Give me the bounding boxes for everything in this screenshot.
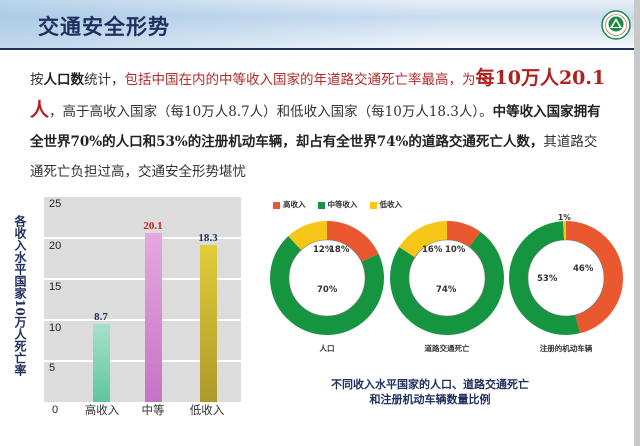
summary-paragraph: 按人口数统计，包括中国在内的中等收入国家的年道路交通死亡率最高，为每10万人20…: [30, 63, 610, 187]
x-category: 低收入: [189, 403, 225, 417]
text: 统计，: [84, 72, 125, 88]
donut-legend: 高收入 中等收入 低收入: [273, 199, 402, 210]
donut-road-deaths: [390, 221, 504, 335]
donut-title: 人口: [319, 344, 335, 353]
donut-pct-high: 46%: [573, 264, 594, 274]
y-tick: 5: [49, 362, 56, 374]
legend-swatch: [317, 201, 325, 209]
donut-caption: 不同收入水平国家的人口、道路交通死亡 和注册机动车辆数量比例: [300, 377, 560, 407]
bar-high-income: [93, 324, 110, 402]
legend-item-low: 低收入: [369, 199, 403, 210]
donut-population: [270, 221, 384, 335]
y-tick: 10: [49, 322, 62, 334]
gridline: [44, 237, 241, 239]
bar-value-label: 8.7: [94, 311, 108, 323]
donut-title: 道路交通死亡: [424, 344, 470, 353]
legend-item-high: 高收入: [273, 199, 306, 210]
legend-label: 高收入: [283, 200, 306, 209]
y-tick: 25: [49, 198, 62, 210]
gridline: [44, 360, 241, 362]
x-category: 中等: [141, 403, 165, 417]
donut-title: 注册的机动车辆: [539, 344, 593, 353]
legend-swatch: [273, 201, 280, 209]
donut-pct-low: 1%: [558, 213, 571, 222]
donut-pct-high: 18%: [329, 245, 350, 255]
donut-pct-mid: 74%: [436, 285, 457, 295]
donut-pct-low: 12%: [313, 245, 334, 255]
gridline: [44, 319, 241, 321]
bar-value-label: 20.1: [143, 220, 163, 232]
text: ，高于高收入国家（每10万人8.7人）和低收入国家（每10万人18.3人）。: [49, 104, 493, 120]
text: 其道路交通死亡负担过高，交通安全形势堪忧: [30, 134, 598, 180]
caption-line: 不同收入水平国家的人口、道路交通死亡: [331, 378, 529, 391]
legend-item-middle: 中等收入: [317, 199, 358, 210]
donut-pct-low: 16%: [422, 245, 443, 255]
x-category: 高收入: [84, 403, 120, 417]
slide-header: 交通安全形势: [0, 0, 634, 50]
bar-middle-income: [145, 233, 162, 402]
text-key-figure: 每10万人20.1人: [30, 67, 606, 121]
page-title: 交通安全形势: [38, 15, 170, 39]
legend-swatch: [369, 201, 377, 209]
text: 按: [30, 72, 44, 88]
text-highlight: 包括中国在内的中等收入国家的年道路交通死亡率最高，: [124, 72, 463, 88]
bar-low-income: [200, 245, 217, 402]
legend-label: 低收入: [379, 200, 403, 209]
donut-pct-mid: 70%: [317, 285, 338, 295]
bar-chart-y-label: 各收入水平国家10万人死亡率: [13, 215, 27, 376]
text-highlight: 为: [462, 72, 476, 88]
bar-value-label: 18.3: [198, 232, 218, 244]
text-bold: 人口数: [43, 72, 85, 88]
y-tick: 20: [49, 240, 62, 252]
y-tick: 15: [49, 281, 62, 293]
donut-registered-vehicles: [509, 221, 623, 335]
donut-pct-mid: 53%: [537, 274, 558, 284]
university-emblem-icon: [601, 10, 631, 40]
scroll-edge: [634, 0, 640, 446]
legend-label: 中等收入: [327, 200, 358, 209]
caption-line: 和注册机动车辆数量比例: [369, 393, 491, 406]
bar-chart-plot-area: 8.7 20.1 18.3: [44, 197, 241, 402]
text-bold: 中等收入国家拥有全世界70%的人口和53%的注册机动车辆，却占有全世界74%的道…: [30, 104, 601, 150]
y-tick: 0: [52, 404, 59, 416]
gridline: [44, 278, 241, 280]
donut-pct-high: 10%: [445, 245, 466, 255]
